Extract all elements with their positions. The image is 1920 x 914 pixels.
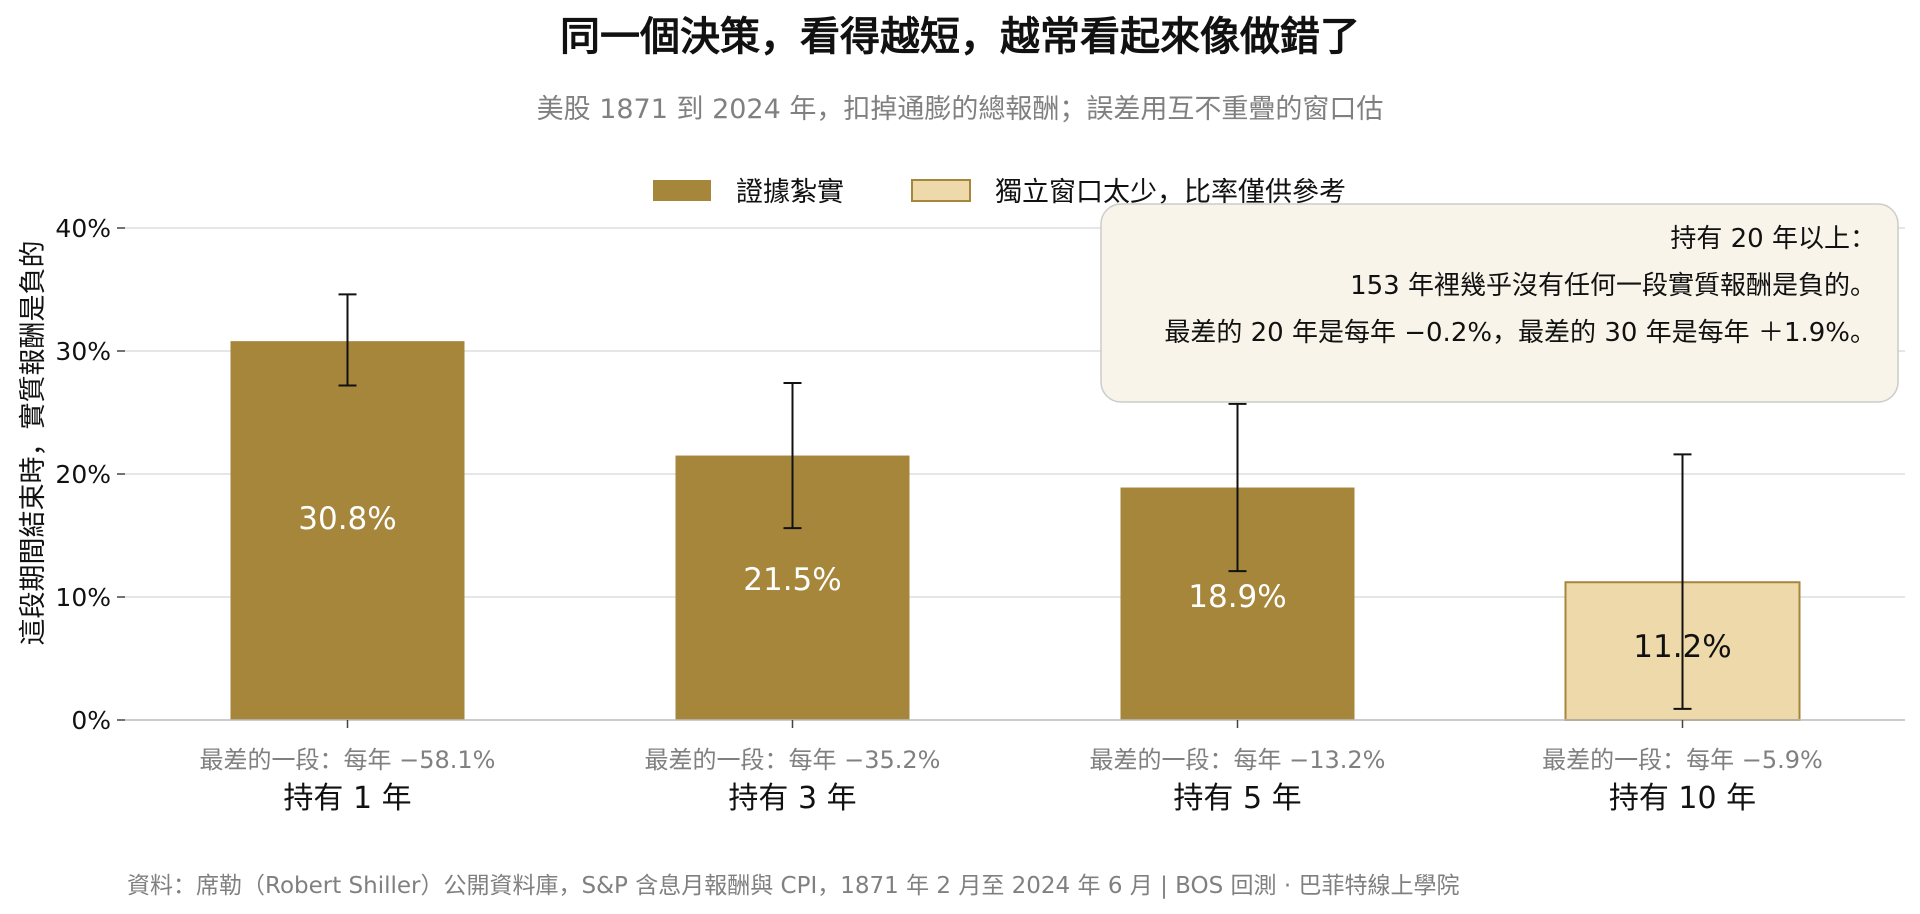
x-tick-label: 持有 5 年: [1173, 781, 1301, 816]
legend-label: 獨立窗口太少，比率僅供參考: [995, 177, 1346, 208]
worst-period-label: 最差的一段：每年 −35.2%: [645, 746, 941, 774]
bar-value-label: 18.9%: [1188, 579, 1286, 615]
annotation-line: 最差的 20 年是每年 −0.2%，最差的 30 年是每年 ＋1.9%。: [1164, 318, 1876, 348]
x-tick-label: 持有 10 年: [1609, 781, 1756, 816]
bar: [230, 341, 465, 720]
bars: 30.8%21.5% 18.9%11.2%: [230, 293, 1801, 721]
chart-title: 同一個決策，看得越短，越常看起來像做錯了: [560, 14, 1360, 60]
chart-subtitle: 美股 1871 到 2024 年，扣掉通膨的總報酬；誤差用互不重疊的窗口估: [537, 94, 1384, 125]
x-tick-label: 持有 3 年: [728, 781, 856, 816]
axes: 0% 10% 20% 30% 40% 最差的一段：每年 −58.1% 持有 1 年 最差的一段…: [55, 214, 1905, 816]
y-tick-label: 20%: [55, 460, 111, 489]
worst-period-label: 最差的一段：每年 −58.1%: [200, 746, 496, 774]
annotation-background: [1100, 203, 1899, 403]
worst-period-label: 最差的一段：每年 −13.2%: [1090, 746, 1386, 774]
annotation-line: 持有 20 年以上：: [1670, 224, 1876, 254]
y-axis-label: 這段期間結束時，實質報酬是負的: [18, 241, 49, 646]
bar-value-label: 21.5%: [743, 562, 841, 598]
y-tick-label: 10%: [55, 583, 111, 612]
worst-period-label: 最差的一段：每年 −5.9%: [1542, 746, 1823, 774]
legend-swatch: [911, 179, 971, 202]
source-note: 資料：席勒（Robert Shiller）公開資料庫，S&P 含息月報酬與 CP…: [127, 873, 1459, 899]
legend: 證據紮實 獨立窗口太少，比率僅供參考: [653, 177, 1346, 208]
y-tick-label: 40%: [55, 214, 111, 243]
legend-swatch: [653, 180, 711, 201]
y-tick-label: 30%: [55, 337, 111, 366]
annotation-line: 153 年裡幾乎沒有任何一段實質報酬是負的。: [1350, 271, 1876, 301]
y-tick-label: 0%: [71, 706, 111, 735]
bar-value-label: 30.8%: [298, 501, 396, 537]
x-tick-label: 持有 1 年: [283, 781, 411, 816]
annotation-box: 持有 20 年以上： 153 年裡幾乎沒有任何一段實質報酬是負的。最差的 20 年…: [1100, 203, 1899, 403]
legend-label: 證據紮實: [736, 177, 844, 208]
